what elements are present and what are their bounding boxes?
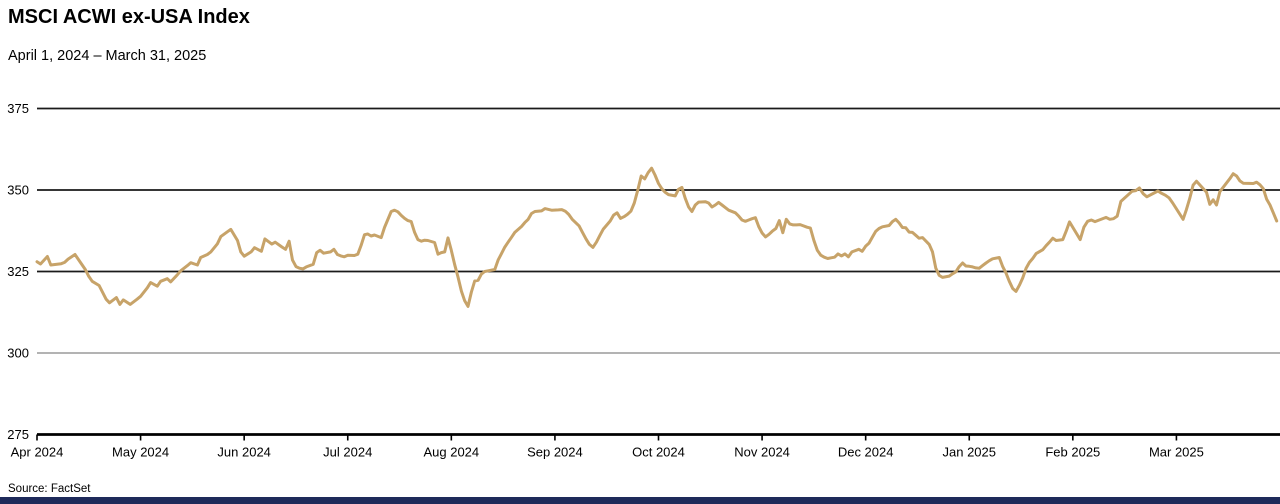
x-tick-label: Jul 2024 <box>323 445 372 460</box>
x-tick-label: Aug 2024 <box>423 445 479 460</box>
x-tick-label: Sep 2024 <box>527 445 583 460</box>
y-tick-label: 300 <box>7 346 29 361</box>
y-tick-label: 325 <box>7 264 29 279</box>
x-tick-label: May 2024 <box>112 445 169 460</box>
y-tick-label: 375 <box>7 101 29 116</box>
x-tick-label: Jan 2025 <box>943 445 997 460</box>
y-tick-label: 350 <box>7 183 29 198</box>
footer-accent-bar <box>0 497 1280 504</box>
chart-subtitle: April 1, 2024 – March 31, 2025 <box>8 48 207 64</box>
x-tick-label: Oct 2024 <box>632 445 685 460</box>
chart-title: MSCI ACWI ex-USA Index <box>8 6 250 28</box>
index-price-line <box>35 166 1279 308</box>
x-tick-label: Dec 2024 <box>838 445 894 460</box>
x-tick-label: Feb 2025 <box>1045 445 1100 460</box>
x-tick-label: Nov 2024 <box>734 445 790 460</box>
y-tick-label: 275 <box>7 427 29 442</box>
source-credit: Source: FactSet <box>8 483 91 495</box>
x-tick-label: Mar 2025 <box>1149 445 1204 460</box>
x-tick-label: Apr 2024 <box>11 445 64 460</box>
x-tick-label: Jun 2024 <box>217 445 271 460</box>
